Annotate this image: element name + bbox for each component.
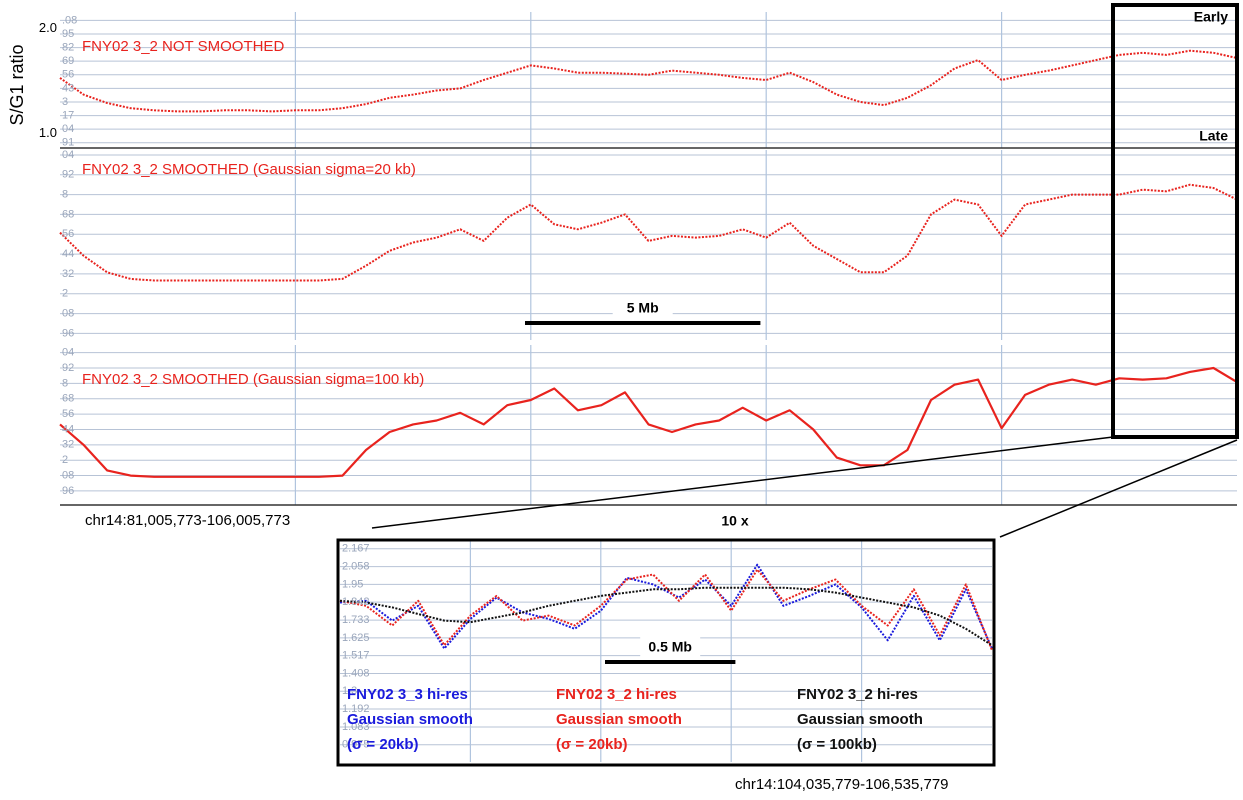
line-layer — [59, 49, 1238, 651]
y-tick-label: 08 — [62, 469, 74, 481]
data-line — [59, 183, 1238, 282]
y-tick-label: 44 — [62, 423, 74, 435]
panel-title: FNY02 3_2 SMOOTHED (Gaussian sigma=20 kb… — [82, 161, 416, 178]
y-tick-label: 96 — [62, 485, 74, 497]
legend-name: FNY02 3_3 hi-res — [347, 686, 468, 703]
data-line — [59, 366, 1238, 478]
y-tick-label: 1.733 — [342, 614, 370, 626]
y-tick-label: 17 — [62, 109, 74, 121]
legend-description: (σ = 20kb) — [556, 736, 628, 753]
y-tick-label: 43 — [62, 82, 74, 94]
legend-name: FNY02 3_2 hi-res — [797, 686, 918, 703]
y-tick-label: .08 — [62, 14, 77, 26]
y-tick-label: 68 — [62, 393, 74, 405]
y-tick-label: 68 — [62, 208, 74, 220]
y-axis-tick-label: 2.0 — [39, 20, 57, 35]
y-tick-label: 44 — [62, 248, 74, 260]
y-tick-label: 8 — [62, 189, 68, 201]
legend-description: (σ = 20kb) — [347, 736, 419, 753]
zoom-connector — [999, 439, 1238, 538]
y-tick-label: 04 — [62, 347, 74, 359]
zoom-region-box — [1111, 3, 1239, 439]
y-tick-label: 92 — [62, 362, 74, 374]
scale-bar-label-bg — [612, 298, 673, 318]
legend-description: Gaussian smooth — [347, 711, 473, 728]
grid-layer — [60, 12, 1237, 762]
region-label: chr14:104,035,779-106,535,779 — [735, 776, 949, 793]
y-tick-label: 1.517 — [342, 650, 370, 662]
y-tick-label: 32 — [62, 268, 74, 280]
y-axis-label: S/G1 ratio — [7, 44, 27, 125]
zoom-panel-box — [336, 538, 996, 767]
legend-description: Gaussian smooth — [556, 711, 682, 728]
legend-description: Gaussian smooth — [797, 711, 923, 728]
text-layer: S/G1 ratio Early Late FNY02 3_2 NOT SMOO… — [7, 9, 1228, 793]
y-tick-label: 2.167 — [342, 543, 370, 555]
y-tick-label: 69 — [62, 55, 74, 67]
y-tick-label: 96 — [62, 327, 74, 339]
y-tick-label: 08 — [62, 307, 74, 319]
y-tick-label: 1.3 — [342, 685, 357, 697]
y-tick-label: 82 — [62, 41, 74, 53]
scale-bar-label: 0.5 Mb — [648, 639, 692, 655]
region-label: chr14:81,005,773-106,005,773 — [85, 512, 290, 529]
scale-bar-label-bg — [640, 637, 701, 657]
zoom-connector — [371, 436, 1114, 529]
y-tick-label: 56 — [62, 228, 74, 240]
y-tick-label: 3 — [62, 96, 68, 108]
y-tick-label: 2 — [62, 454, 68, 466]
y-tick-label: 2 — [62, 288, 68, 300]
corner-label: Late — [1199, 128, 1228, 144]
y-tick-label: 1.083 — [342, 721, 370, 733]
panel-title: FNY02 3_2 NOT SMOOTHED — [82, 38, 284, 55]
y-tick-label: 92 — [62, 169, 74, 181]
y-tick-label: 1.625 — [342, 632, 370, 644]
y-tick-label: 1.192 — [342, 703, 370, 715]
legend-name: FNY02 3_2 hi-res — [556, 686, 677, 703]
y-tick-label: 8 — [62, 377, 68, 389]
y-tick-label: 95 — [62, 28, 74, 40]
y-tick-label: 0.975 — [342, 739, 370, 751]
y-tick-label: 56 — [62, 69, 74, 81]
y-tick-label: 04 — [62, 123, 74, 135]
y-tick-label: 2.058 — [342, 561, 370, 573]
y-axis-tick-label: 1.0 — [39, 125, 57, 140]
y-tick-label: 32 — [62, 439, 74, 451]
y-tick-label: 56 — [62, 408, 74, 420]
corner-label: Early — [1194, 9, 1228, 25]
data-line — [339, 563, 993, 650]
zoom-factor-label: 10 x — [721, 513, 748, 529]
data-line — [339, 586, 993, 647]
data-line — [59, 49, 1238, 113]
y-tick-label: 1.842 — [342, 596, 370, 608]
panel-title: FNY02 3_2 SMOOTHED (Gaussian sigma=100 k… — [82, 371, 424, 388]
y-tick-label: 04 — [62, 149, 74, 161]
legend-description: (σ = 100kb) — [797, 736, 877, 753]
data-line — [339, 568, 993, 651]
scale-bar-label: 5 Mb — [627, 300, 659, 316]
y-tick-label: 91 — [62, 137, 74, 149]
y-tick-label: 1.95 — [342, 578, 363, 590]
y-tick-label: 1.408 — [342, 667, 370, 679]
